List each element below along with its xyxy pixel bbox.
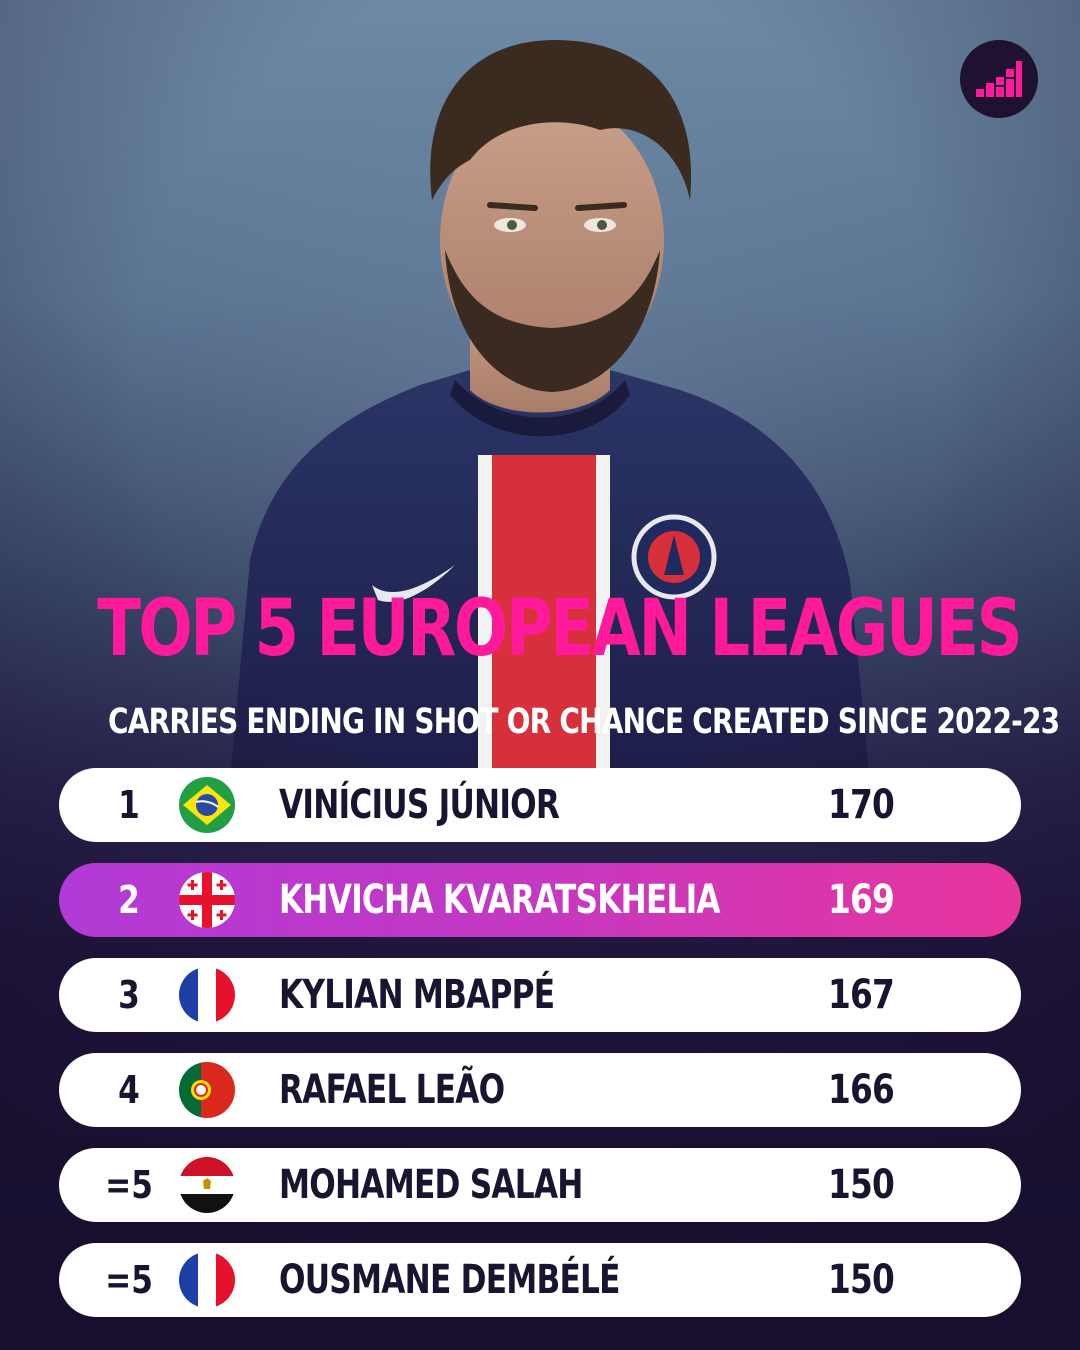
rank: 1 [118,783,140,827]
rank: 2 [118,878,140,922]
rank: 4 [118,1068,140,1112]
page-title: TOP 5 EUROPEAN LEAGUES [97,584,1023,674]
brazil-flag-icon [179,777,235,833]
leaderboard-row: =5 OUSMANE DEMBÉLÉ 150 [59,1243,1021,1317]
leaderboard-row-highlighted: 2 KHVICHA KVARATSKHELIA 169 [59,863,1021,937]
portugal-flag-icon [179,1062,235,1118]
france-flag-icon [179,1252,235,1308]
stat-value: 169 [827,877,895,923]
player-name: OUSMANE DEMBÉLÉ [279,1257,620,1303]
leaderboard-row: 4 RAFAEL LEÃO 166 [59,1053,1021,1127]
leaderboard: 1 VINÍCIUS JÚNIOR 170 2 KHVICHA KVARATSK… [59,768,1021,1338]
leaderboard-row: 1 VINÍCIUS JÚNIOR 170 [59,768,1021,842]
stairs-pixel-logo-icon [960,40,1038,118]
player-name: KYLIAN MBAPPÉ [279,972,555,1018]
player-name: RAFAEL LEÃO [279,1067,505,1113]
stat-value: 166 [827,1067,895,1113]
georgia-flag-icon [179,872,235,928]
stat-value: 150 [827,1257,895,1303]
rank: 3 [118,973,140,1017]
leaderboard-row: 3 KYLIAN MBAPPÉ 167 [59,958,1021,1032]
leaderboard-row: =5 MOHAMED SALAH 150 [59,1148,1021,1222]
egypt-flag-icon [179,1157,235,1213]
player-name: KHVICHA KVARATSKHELIA [279,877,721,923]
page-subtitle: CARRIES ENDING IN SHOT OR CHANCE CREATED… [108,702,1060,742]
france-flag-icon [179,967,235,1023]
stat-value: 150 [827,1162,895,1208]
player-name: MOHAMED SALAH [279,1162,583,1208]
stat-value: 170 [827,782,895,828]
rank: =5 [105,1258,153,1302]
stat-value: 167 [827,972,895,1018]
player-name: VINÍCIUS JÚNIOR [279,782,560,828]
rank: =5 [105,1163,153,1207]
